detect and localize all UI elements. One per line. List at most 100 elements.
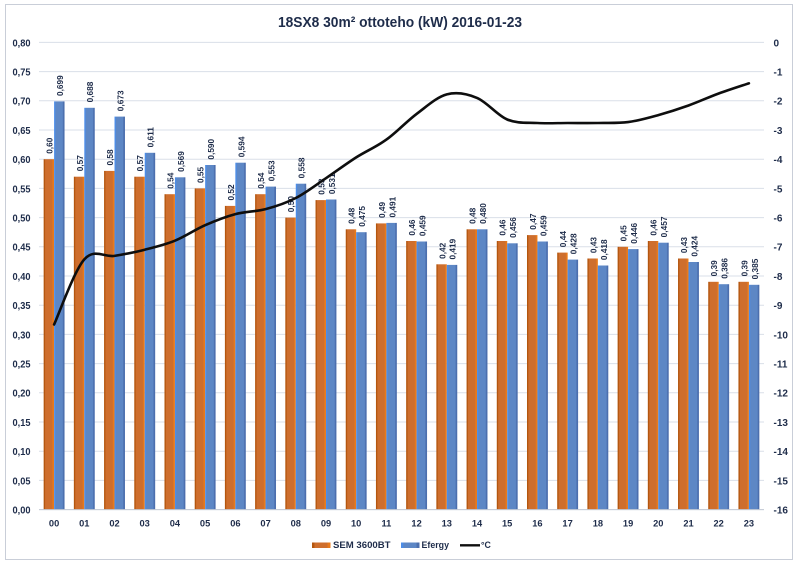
svg-text:0,15: 0,15 bbox=[13, 418, 31, 429]
svg-text:16: 16 bbox=[532, 519, 542, 529]
svg-text:-2: -2 bbox=[774, 97, 783, 108]
svg-text:0,20: 0,20 bbox=[13, 389, 31, 400]
svg-text:0,65: 0,65 bbox=[13, 126, 31, 137]
svg-text:04: 04 bbox=[170, 519, 181, 529]
svg-text:09: 09 bbox=[321, 519, 331, 529]
svg-text:0,48: 0,48 bbox=[468, 207, 478, 224]
svg-text:23: 23 bbox=[744, 519, 754, 529]
svg-text:0,25: 0,25 bbox=[13, 360, 31, 371]
svg-text:°C: °C bbox=[481, 540, 492, 550]
svg-text:0,385: 0,385 bbox=[750, 258, 760, 279]
svg-text:0,40: 0,40 bbox=[13, 272, 31, 283]
svg-text:0,424: 0,424 bbox=[689, 235, 699, 256]
svg-text:0,57: 0,57 bbox=[75, 155, 85, 172]
svg-text:0,10: 0,10 bbox=[13, 447, 31, 458]
svg-text:0,60: 0,60 bbox=[13, 155, 31, 166]
svg-text:0,52: 0,52 bbox=[226, 184, 236, 201]
svg-text:0,54: 0,54 bbox=[165, 172, 175, 189]
svg-text:0,43: 0,43 bbox=[588, 237, 598, 254]
svg-text:0,42: 0,42 bbox=[437, 242, 447, 259]
svg-text:19: 19 bbox=[623, 519, 633, 529]
svg-text:08: 08 bbox=[291, 519, 301, 529]
svg-text:-15: -15 bbox=[774, 476, 789, 487]
svg-text:0,50: 0,50 bbox=[286, 196, 296, 213]
svg-text:0,594: 0,594 bbox=[236, 136, 246, 157]
svg-text:0,553: 0,553 bbox=[267, 160, 277, 181]
svg-text:0,50: 0,50 bbox=[13, 214, 31, 225]
svg-text:07: 07 bbox=[260, 519, 270, 529]
svg-text:0,49: 0,49 bbox=[377, 201, 387, 218]
svg-text:0,35: 0,35 bbox=[13, 301, 31, 312]
svg-text:17: 17 bbox=[562, 519, 572, 529]
svg-text:0,45: 0,45 bbox=[13, 243, 31, 254]
svg-text:0,45: 0,45 bbox=[619, 225, 629, 242]
svg-text:0,419: 0,419 bbox=[448, 238, 458, 259]
svg-text:0,457: 0,457 bbox=[659, 216, 669, 237]
svg-text:-10: -10 bbox=[774, 330, 789, 341]
svg-text:0,673: 0,673 bbox=[115, 90, 125, 111]
svg-text:-5: -5 bbox=[774, 184, 783, 195]
svg-text:0,80: 0,80 bbox=[13, 38, 31, 49]
svg-text:00: 00 bbox=[49, 519, 59, 529]
svg-text:05: 05 bbox=[200, 519, 210, 529]
svg-text:0,428: 0,428 bbox=[569, 233, 579, 254]
svg-text:-11: -11 bbox=[774, 360, 788, 371]
svg-text:-6: -6 bbox=[774, 214, 783, 225]
svg-text:0,688: 0,688 bbox=[85, 81, 95, 102]
svg-text:0,569: 0,569 bbox=[176, 151, 186, 172]
svg-text:0,418: 0,418 bbox=[599, 239, 609, 260]
svg-text:0: 0 bbox=[774, 38, 780, 49]
svg-text:0,386: 0,386 bbox=[720, 258, 730, 279]
svg-text:12: 12 bbox=[411, 519, 421, 529]
svg-text:0,39: 0,39 bbox=[709, 260, 719, 277]
svg-text:0,46: 0,46 bbox=[498, 219, 508, 236]
svg-text:0,30: 0,30 bbox=[13, 330, 31, 341]
svg-text:0,446: 0,446 bbox=[629, 223, 639, 244]
svg-text:0,590: 0,590 bbox=[206, 138, 216, 159]
svg-text:03: 03 bbox=[140, 519, 150, 529]
svg-text:0,39: 0,39 bbox=[739, 260, 749, 277]
svg-text:0,58: 0,58 bbox=[105, 149, 115, 166]
svg-text:Efergy: Efergy bbox=[422, 540, 450, 550]
svg-text:0,43: 0,43 bbox=[679, 237, 689, 254]
svg-text:0,55: 0,55 bbox=[13, 184, 31, 195]
svg-text:0,46: 0,46 bbox=[407, 219, 417, 236]
svg-text:0,699: 0,699 bbox=[55, 75, 65, 96]
svg-text:13: 13 bbox=[442, 519, 452, 529]
svg-text:20: 20 bbox=[653, 519, 663, 529]
svg-text:0,475: 0,475 bbox=[357, 206, 367, 227]
svg-text:0,48: 0,48 bbox=[347, 207, 357, 224]
svg-text:-12: -12 bbox=[774, 389, 789, 400]
svg-text:0,611: 0,611 bbox=[146, 127, 156, 148]
svg-text:0,05: 0,05 bbox=[13, 476, 31, 487]
svg-text:21: 21 bbox=[683, 519, 693, 529]
svg-text:-16: -16 bbox=[774, 506, 789, 517]
svg-text:-1: -1 bbox=[774, 68, 783, 79]
svg-text:-3: -3 bbox=[774, 126, 783, 137]
svg-text:15: 15 bbox=[502, 519, 512, 529]
svg-text:-14: -14 bbox=[774, 447, 789, 458]
svg-text:0,558: 0,558 bbox=[297, 157, 307, 178]
svg-text:02: 02 bbox=[109, 519, 119, 529]
svg-text:SEM 3600BT: SEM 3600BT bbox=[333, 540, 391, 550]
svg-text:01: 01 bbox=[79, 519, 89, 529]
svg-text:0,480: 0,480 bbox=[478, 203, 488, 224]
svg-text:0,456: 0,456 bbox=[508, 217, 518, 238]
svg-text:0,60: 0,60 bbox=[45, 137, 55, 154]
svg-text:-4: -4 bbox=[774, 155, 783, 166]
svg-text:10: 10 bbox=[351, 519, 361, 529]
svg-text:0,46: 0,46 bbox=[649, 219, 659, 236]
svg-text:22: 22 bbox=[714, 519, 724, 529]
svg-text:0,531: 0,531 bbox=[327, 173, 337, 194]
svg-text:-7: -7 bbox=[774, 243, 783, 254]
svg-text:0,491: 0,491 bbox=[387, 196, 397, 217]
svg-text:0,55: 0,55 bbox=[196, 166, 206, 183]
svg-text:0,47: 0,47 bbox=[528, 213, 538, 230]
svg-text:0,54: 0,54 bbox=[256, 172, 266, 189]
svg-text:-8: -8 bbox=[774, 272, 783, 283]
svg-text:-13: -13 bbox=[774, 418, 789, 429]
svg-text:11: 11 bbox=[381, 519, 391, 529]
svg-text:0,459: 0,459 bbox=[538, 215, 548, 236]
svg-text:0,53: 0,53 bbox=[317, 178, 327, 195]
svg-text:06: 06 bbox=[230, 519, 240, 529]
